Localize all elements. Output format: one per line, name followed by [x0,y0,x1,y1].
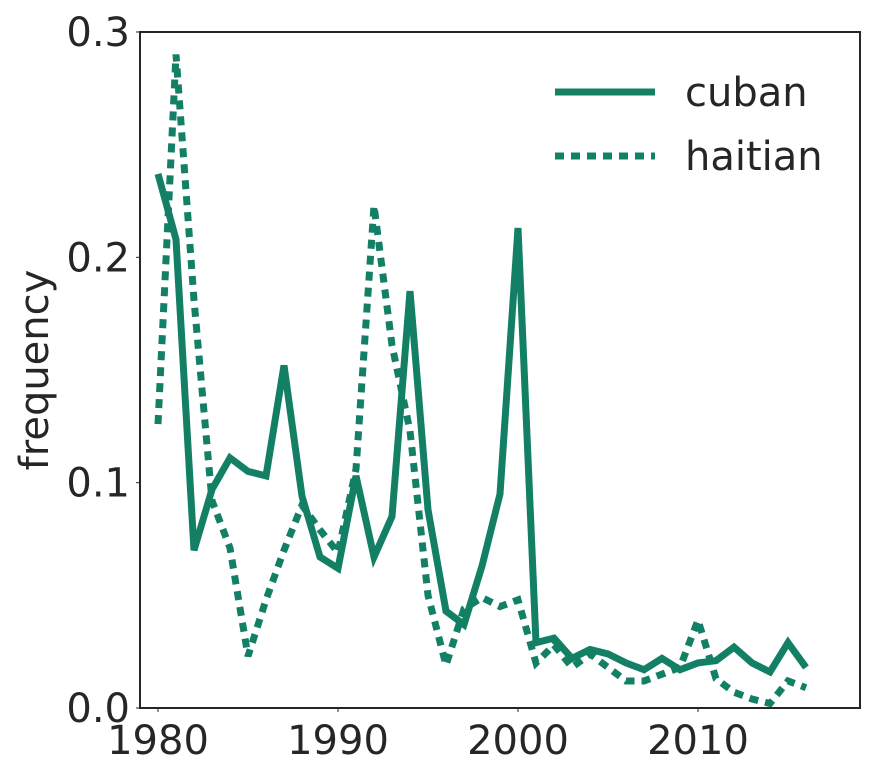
x-tick-label: 2000 [467,718,569,764]
y-tick-label: 0.0 [66,686,130,732]
x-tick-label: 1980 [107,718,209,764]
plot-frame [139,31,861,709]
legend-label: cuban [685,70,808,116]
legend-label: haitian [685,134,823,180]
x-tick-label: 2010 [647,718,749,764]
y-tick-label: 0.2 [66,235,130,281]
y-axis-label: frequency [12,270,58,471]
line-cuban [154,173,809,677]
x-tick-label: 1990 [287,718,389,764]
y-tick-label: 0.1 [66,461,130,507]
y-tick-label: 0.3 [66,10,130,56]
